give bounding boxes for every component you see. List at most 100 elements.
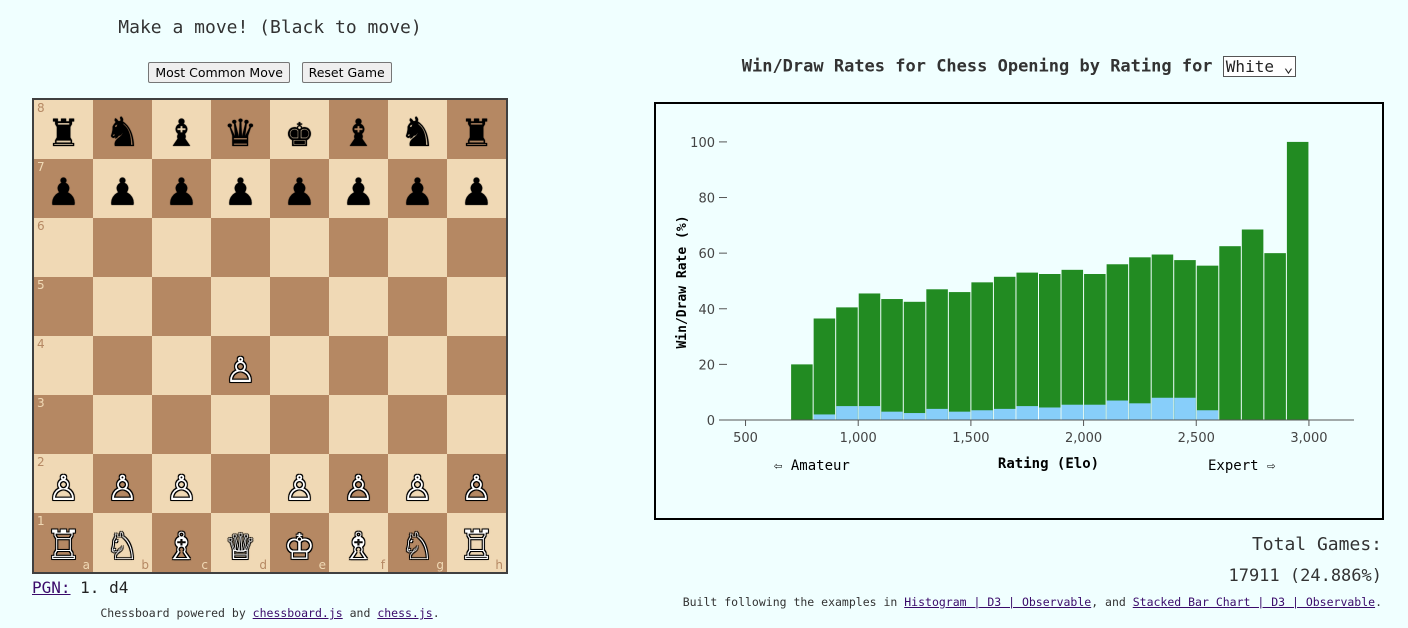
- black-piece-icon[interactable]: ♜: [49, 102, 78, 157]
- black-piece-icon[interactable]: ♟: [167, 161, 196, 216]
- square-a1[interactable]: 1 a ♖: [34, 513, 93, 572]
- black-piece-icon[interactable]: ♞: [108, 102, 137, 157]
- square-f8[interactable]: ♝: [329, 100, 388, 159]
- square-b5[interactable]: [93, 277, 152, 336]
- chessboardjs-link[interactable]: chessboard.js: [252, 606, 343, 620]
- black-piece-icon[interactable]: ♛: [226, 102, 255, 157]
- square-e6[interactable]: [270, 218, 329, 277]
- square-h5[interactable]: [447, 277, 506, 336]
- black-piece-icon[interactable]: ♝: [344, 102, 373, 157]
- square-c8[interactable]: ♝: [152, 100, 211, 159]
- square-c6[interactable]: [152, 218, 211, 277]
- black-piece-icon[interactable]: ♟: [403, 161, 432, 216]
- white-piece-icon[interactable]: ♙: [344, 456, 373, 511]
- chessjs-link[interactable]: chess.js: [377, 606, 433, 620]
- square-a8[interactable]: 8 ♜: [34, 100, 93, 159]
- black-piece-icon[interactable]: ♞: [403, 102, 432, 157]
- square-f4[interactable]: [329, 336, 388, 395]
- square-f5[interactable]: [329, 277, 388, 336]
- white-piece-icon[interactable]: ♙: [285, 456, 314, 511]
- square-e8[interactable]: ♚: [270, 100, 329, 159]
- square-d3[interactable]: [211, 395, 270, 454]
- square-f1[interactable]: f ♗: [329, 513, 388, 572]
- white-piece-icon[interactable]: ♙: [108, 456, 137, 511]
- square-d7[interactable]: ♟: [211, 159, 270, 218]
- white-piece-icon[interactable]: ♕: [226, 515, 255, 570]
- white-piece-icon[interactable]: ♙: [49, 456, 78, 511]
- square-g5[interactable]: [388, 277, 447, 336]
- square-b8[interactable]: ♞: [93, 100, 152, 159]
- black-piece-icon[interactable]: ♜: [462, 102, 491, 157]
- white-piece-icon[interactable]: ♖: [49, 515, 78, 570]
- white-piece-icon[interactable]: ♖: [462, 515, 491, 570]
- square-h4[interactable]: [447, 336, 506, 395]
- most-common-move-button[interactable]: Most Common Move: [148, 62, 290, 83]
- square-h1[interactable]: h ♖: [447, 513, 506, 572]
- square-e2[interactable]: ♙: [270, 454, 329, 513]
- square-f7[interactable]: ♟: [329, 159, 388, 218]
- square-b6[interactable]: [93, 218, 152, 277]
- square-b2[interactable]: ♙: [93, 454, 152, 513]
- square-e4[interactable]: [270, 336, 329, 395]
- square-g7[interactable]: ♟: [388, 159, 447, 218]
- square-h8[interactable]: ♜: [447, 100, 506, 159]
- black-piece-icon[interactable]: ♚: [285, 102, 314, 157]
- square-d8[interactable]: ♛: [211, 100, 270, 159]
- black-piece-icon[interactable]: ♟: [108, 161, 137, 216]
- square-g3[interactable]: [388, 395, 447, 454]
- square-g4[interactable]: [388, 336, 447, 395]
- square-f6[interactable]: [329, 218, 388, 277]
- pgn-label[interactable]: PGN:: [32, 578, 71, 597]
- white-piece-icon[interactable]: ♗: [167, 515, 196, 570]
- square-d1[interactable]: d ♕: [211, 513, 270, 572]
- chessboard[interactable]: 8 ♜ ♞ ♝ ♛ ♚ ♝ ♞ ♜ 7 ♟ ♟ ♟ ♟ ♟ ♟ ♟ ♟ 6 5 4 ♙ 3 2 ♙ ♙ ♙ ♙ ♙ ♙ ♙ 1 a ♖ b ♘ c ♗ d ♕…: [32, 98, 508, 574]
- reset-game-button[interactable]: Reset Game: [301, 62, 392, 83]
- square-c7[interactable]: ♟: [152, 159, 211, 218]
- white-piece-icon[interactable]: ♙: [167, 456, 196, 511]
- white-piece-icon[interactable]: ♗: [344, 515, 373, 570]
- square-b3[interactable]: [93, 395, 152, 454]
- square-d2[interactable]: [211, 454, 270, 513]
- square-c5[interactable]: [152, 277, 211, 336]
- black-piece-icon[interactable]: ♟: [226, 161, 255, 216]
- square-f2[interactable]: ♙: [329, 454, 388, 513]
- square-b4[interactable]: [93, 336, 152, 395]
- square-e1[interactable]: e ♔: [270, 513, 329, 572]
- square-d6[interactable]: [211, 218, 270, 277]
- square-c1[interactable]: c ♗: [152, 513, 211, 572]
- square-c3[interactable]: [152, 395, 211, 454]
- square-g2[interactable]: ♙: [388, 454, 447, 513]
- square-d4[interactable]: ♙: [211, 336, 270, 395]
- black-piece-icon[interactable]: ♟: [285, 161, 314, 216]
- white-piece-icon[interactable]: ♙: [403, 456, 432, 511]
- square-h7[interactable]: ♟: [447, 159, 506, 218]
- square-e3[interactable]: [270, 395, 329, 454]
- square-h2[interactable]: ♙: [447, 454, 506, 513]
- white-piece-icon[interactable]: ♘: [108, 515, 137, 570]
- square-f3[interactable]: [329, 395, 388, 454]
- square-g6[interactable]: [388, 218, 447, 277]
- white-piece-icon[interactable]: ♔: [285, 515, 314, 570]
- square-d5[interactable]: [211, 277, 270, 336]
- square-g1[interactable]: g ♘: [388, 513, 447, 572]
- black-piece-icon[interactable]: ♟: [462, 161, 491, 216]
- white-piece-icon[interactable]: ♙: [226, 338, 255, 393]
- square-h3[interactable]: [447, 395, 506, 454]
- stacked-bar-link[interactable]: Stacked Bar Chart | D3 | Observable: [1132, 595, 1376, 609]
- square-e7[interactable]: ♟: [270, 159, 329, 218]
- color-select[interactable]: White ⌄: [1222, 56, 1297, 77]
- square-c2[interactable]: ♙: [152, 454, 211, 513]
- square-a6[interactable]: 6: [34, 218, 93, 277]
- black-piece-icon[interactable]: ♝: [167, 102, 196, 157]
- square-e5[interactable]: [270, 277, 329, 336]
- white-piece-icon[interactable]: ♘: [403, 515, 432, 570]
- square-a5[interactable]: 5: [34, 277, 93, 336]
- white-piece-icon[interactable]: ♙: [462, 456, 491, 511]
- square-c4[interactable]: [152, 336, 211, 395]
- square-a7[interactable]: 7 ♟: [34, 159, 93, 218]
- histogram-link[interactable]: Histogram | D3 | Observable: [904, 595, 1092, 609]
- square-g8[interactable]: ♞: [388, 100, 447, 159]
- black-piece-icon[interactable]: ♟: [344, 161, 373, 216]
- square-a3[interactable]: 3: [34, 395, 93, 454]
- square-h6[interactable]: [447, 218, 506, 277]
